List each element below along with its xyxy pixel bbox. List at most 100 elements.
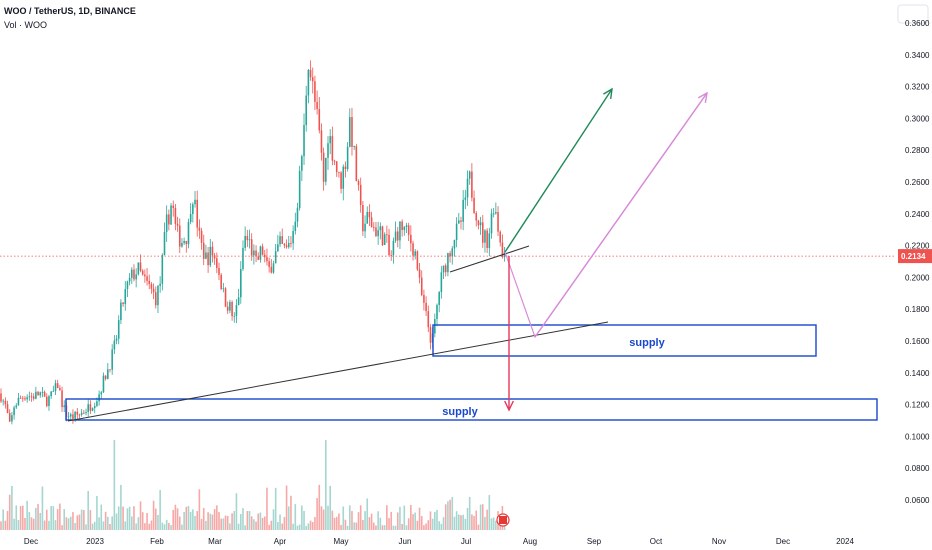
candle-body (338, 172, 340, 173)
volume-bar (394, 525, 397, 530)
price-tick-label: 0.0600 (905, 496, 930, 505)
candle-body (451, 248, 454, 257)
volume-bar (115, 513, 118, 530)
volume-bar (479, 504, 482, 530)
volume-bar (434, 511, 436, 530)
candle-body (120, 302, 122, 321)
candle-body (192, 204, 194, 214)
volume-bar (113, 440, 116, 530)
volume-bar (181, 524, 183, 530)
long-trendline (67, 321, 609, 422)
volume-bar (61, 525, 63, 530)
candle-body (290, 243, 292, 244)
candle-body (274, 251, 277, 264)
candle-body (370, 217, 373, 228)
price-tick-label: 0.0800 (905, 464, 930, 473)
candle-body (314, 81, 316, 102)
volume-bar (290, 495, 292, 530)
supply-zone-label: supply (629, 337, 665, 349)
volume-bar (458, 514, 460, 530)
volume-bar (126, 508, 129, 530)
scale-button (897, 4, 929, 24)
volume-bar (216, 505, 218, 530)
candle-body (39, 392, 42, 396)
volume-bar (307, 523, 310, 530)
volume-bar (473, 515, 475, 530)
volume-bar (403, 505, 406, 530)
time-tick-label: May (333, 537, 348, 546)
volume-bar (80, 509, 83, 530)
candle-body (59, 387, 61, 391)
volume-bar (28, 512, 31, 530)
volume-bar (85, 524, 87, 530)
candle-body (311, 77, 314, 82)
volume-bar (2, 509, 4, 530)
candle-body (139, 262, 142, 271)
candle-body (468, 171, 471, 179)
candle-body (279, 236, 281, 245)
volume-bar (157, 514, 159, 530)
volume-bar (495, 520, 497, 530)
candle-body (453, 239, 456, 249)
volume-bar (351, 511, 353, 530)
candle-body (473, 197, 475, 214)
volume-bar (122, 506, 124, 530)
volume-bar (222, 518, 225, 530)
candle-body (54, 383, 57, 392)
volume-bar (305, 525, 307, 530)
candle-body (375, 227, 377, 237)
candle-body (464, 197, 467, 200)
candle-body (248, 239, 251, 241)
candle-body (246, 235, 249, 241)
candle-body (240, 269, 242, 298)
candle-body (412, 243, 414, 256)
candle-body (242, 247, 244, 270)
candle-body (150, 284, 153, 289)
volume-bar (63, 509, 66, 530)
drawings: supply supply (0, 87, 897, 527)
candle-body (126, 281, 129, 290)
candle-body (392, 240, 395, 256)
candle-body (497, 212, 499, 232)
candle-body (48, 396, 50, 407)
volume-bar (362, 519, 364, 530)
candle-body (205, 252, 207, 259)
price-tick-label: 0.3000 (905, 114, 930, 123)
volume-bar (213, 509, 216, 530)
volume-bar (407, 518, 410, 530)
candle-body (475, 213, 478, 221)
candle-body (253, 250, 255, 256)
volume-bar (344, 519, 347, 530)
candle-body (423, 294, 425, 303)
volume-bar (372, 522, 375, 530)
candle-body (224, 288, 227, 307)
volume-bar (396, 512, 399, 530)
volume-bar (52, 506, 55, 530)
volume-bar (141, 512, 144, 530)
candle-body (183, 240, 185, 243)
volume-bar (200, 518, 203, 530)
candle-body (318, 109, 321, 131)
candle-body (420, 277, 423, 295)
candle-body (202, 242, 205, 259)
candle-body (434, 319, 436, 334)
candle-body (458, 220, 460, 224)
short-trendline (449, 245, 530, 273)
volume-bar (438, 521, 440, 530)
time-tick-label: Dec (24, 537, 38, 546)
volume-bar (309, 520, 312, 530)
volume-bar (346, 525, 349, 530)
volume-bar (161, 522, 164, 530)
price-tick-label: 0.2800 (905, 146, 930, 155)
volume-bar (152, 500, 155, 530)
candle-body (137, 262, 140, 275)
volume-bar (244, 525, 246, 530)
candle-body (226, 306, 229, 311)
volume-bar (176, 508, 179, 530)
candle-body (471, 171, 473, 198)
volume-bar (270, 520, 273, 530)
volume-bar (490, 518, 493, 530)
candle-body (488, 233, 491, 249)
candle-body (98, 394, 100, 402)
